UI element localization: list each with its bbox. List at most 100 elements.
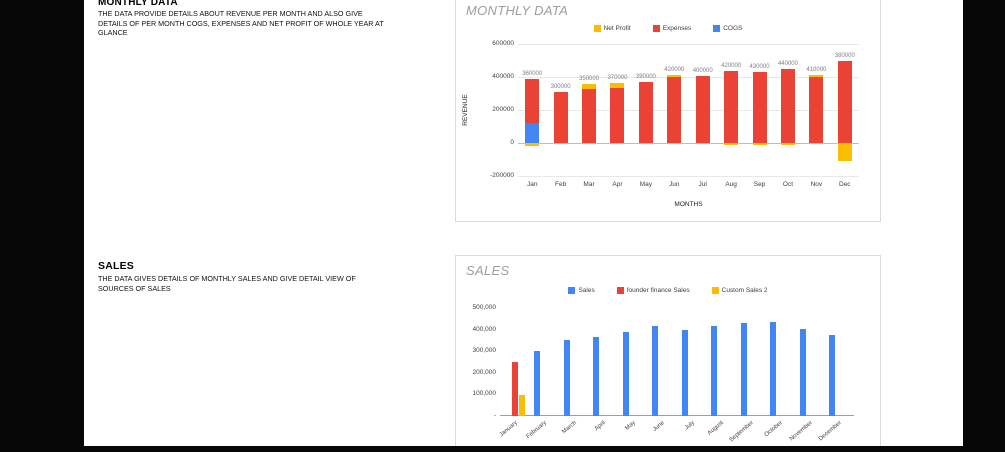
bar-value-label: 370000: [607, 74, 628, 81]
plot-area: 500,000 400,000 300,000 200,000 100,000 - Janu…: [473, 304, 854, 443]
x-axis-tick-label: Jul: [698, 181, 707, 188]
x-axis-tick-label: Jan: [526, 181, 538, 188]
plot-area: 600000 400000 200000 0 -200000 360000 Jan 30000…: [490, 40, 859, 188]
net-profit-bar: [780, 143, 795, 145]
section-description-sales: THE DATA GIVES DETAILS OF MONTHLY SALES …: [98, 274, 356, 293]
bar-value-label: 420000: [721, 63, 742, 70]
y-axis-tick-label: 600000: [492, 40, 514, 47]
y-axis-tick-label: -200000: [490, 172, 514, 179]
y-axis-tick-label: 500,000: [472, 304, 497, 311]
monthly-data-chart[interactable]: MONTHLY DATA Net Profit Expenses COGS REVE…: [455, 0, 881, 222]
y-axis-tick-label: 100,000: [472, 390, 497, 398]
legend-item-founder-finance-sales: founder finance Sales: [616, 287, 690, 294]
x-axis-tick-label: May: [639, 181, 653, 188]
cogs-bar: [525, 123, 540, 143]
legend-item-sales: Sales: [568, 287, 595, 294]
sales-bar: [740, 323, 747, 416]
bar-value-label: 390000: [635, 73, 656, 80]
legend-swatch-expenses: [652, 25, 660, 32]
expenses-bar: [667, 77, 682, 143]
sales-bar: [829, 335, 836, 416]
bar-value-label: 380000: [834, 52, 855, 59]
expenses-bar: [752, 72, 767, 143]
legend-item-custom-sales-2: Custom Sales 2: [711, 287, 768, 294]
legend-item-cogs: COGS: [713, 25, 742, 32]
x-axis-tick-label: Dec: [839, 181, 851, 188]
legend-swatch-sales: [568, 287, 576, 294]
bar-value-label: 430000: [749, 64, 770, 71]
chart-legend: Net Profit Expenses COGS: [456, 25, 880, 32]
section-heading-sales: SALES: [98, 260, 135, 272]
bar-value-label: 410000: [806, 67, 827, 74]
expenses-bar: [553, 91, 568, 143]
y-axis-title: REVENUE: [462, 94, 469, 126]
bar-value-label: 400000: [692, 68, 713, 75]
net-profit-bar: [553, 143, 568, 144]
legend-label: Expenses: [662, 25, 692, 32]
chart-title: MONTHLY DATA: [466, 3, 569, 18]
y-axis-tick-label: 300,000: [472, 347, 497, 355]
y-axis-tick-label: 200000: [492, 106, 514, 113]
chart-legend: Sales founder finance Sales Custom Sales 2: [456, 287, 880, 294]
legend-swatch-founder-finance-sales: [616, 287, 624, 294]
x-axis-title: MONTHS: [674, 201, 703, 208]
bar-value-label: 350000: [579, 76, 600, 83]
gridline: [518, 176, 859, 177]
x-axis-line: [500, 415, 854, 416]
sales-bar: [622, 331, 629, 416]
x-axis-tick-label: Oct: [782, 181, 794, 188]
sales-bar: [593, 337, 600, 416]
x-axis-tick-label: Jun: [669, 181, 680, 188]
expenses-bar: [638, 81, 653, 143]
sales-bar: [799, 328, 806, 416]
founder-finance-sales-bar: [511, 362, 518, 416]
sales-bar: [711, 326, 718, 416]
gridline: [518, 77, 859, 78]
expenses-bar: [837, 60, 852, 143]
gridline: [518, 44, 859, 45]
sales-bar: [652, 326, 659, 416]
document-page: MONTHLY DATA THE DATA PROVIDE DETAILS AB…: [84, 0, 963, 446]
expenses-bar: [809, 77, 824, 143]
y-axis-tick-label: 400,000: [472, 325, 497, 333]
y-axis-tick-label: -: [493, 412, 496, 419]
expenses-bar: [582, 88, 597, 143]
gridline: [518, 143, 859, 144]
x-axis-tick-label: Nov: [810, 181, 823, 188]
expenses-bar: [610, 87, 625, 143]
legend-label: COGS: [723, 25, 743, 32]
net-profit-bar: [724, 143, 739, 146]
net-profit-bar: [582, 84, 597, 89]
net-profit-bar: [752, 143, 767, 145]
bar-value-label: 440000: [777, 60, 798, 67]
section-description-monthly-data: THE DATA PROVIDE DETAILS ABOUT REVENUE P…: [98, 9, 384, 38]
legend-swatch-custom-sales-2: [711, 287, 719, 294]
x-axis-tick-label: Sep: [753, 181, 766, 188]
legend-label: founder finance Sales: [626, 287, 690, 294]
gridline: [518, 110, 859, 111]
bar-value-label: 360000: [522, 70, 543, 77]
section-heading-monthly-data: MONTHLY DATA: [98, 0, 178, 8]
y-axis-tick-label: 200,000: [472, 368, 497, 376]
net-profit-bar: [610, 82, 625, 88]
sales-chart[interactable]: SALES Sales founder finance Sales Custom S…: [455, 255, 881, 446]
x-axis-tick-label: Apr: [612, 181, 623, 188]
sales-bar: [770, 322, 777, 416]
y-axis-tick-label: 0: [510, 139, 514, 146]
net-profit-bar: [695, 143, 710, 144]
legend-swatch-cogs: [713, 25, 721, 32]
net-profit-bar: [837, 143, 852, 162]
custom-sales-2-bar: [518, 395, 525, 416]
y-axis-tick-label: 400000: [492, 73, 514, 80]
net-profit-bar: [525, 143, 540, 147]
legend-label: Net Profit: [603, 25, 631, 32]
x-axis-tick-label: Aug: [725, 181, 737, 188]
x-axis-tick-label: Mar: [583, 181, 595, 188]
legend-item-expenses: Expenses: [652, 25, 692, 32]
bar-value-label: 300000: [550, 83, 571, 90]
net-profit-bar: [638, 143, 653, 144]
legend-swatch-net-profit: [593, 25, 601, 32]
expenses-bar: [780, 68, 795, 143]
expenses-bar: [724, 71, 739, 143]
